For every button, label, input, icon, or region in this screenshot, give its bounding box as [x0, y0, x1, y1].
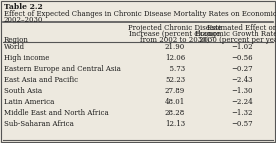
Text: East Asia and Pacific: East Asia and Pacific — [4, 76, 78, 84]
Text: 2030 (percent per year): 2030 (percent per year) — [199, 35, 276, 43]
Text: World: World — [4, 43, 25, 51]
Text: Projected Chronic Disease: Projected Chronic Disease — [128, 23, 222, 31]
Text: Region: Region — [4, 35, 29, 43]
Text: 48.01: 48.01 — [165, 98, 185, 106]
Text: −1.32: −1.32 — [231, 109, 253, 117]
Text: 12.06: 12.06 — [165, 54, 185, 62]
Text: 2002–2030: 2002–2030 — [4, 15, 43, 23]
Text: High income: High income — [4, 54, 49, 62]
Text: −0.27: −0.27 — [231, 65, 253, 73]
Text: 21.90: 21.90 — [165, 43, 185, 51]
Text: 5.73: 5.73 — [165, 65, 185, 73]
Text: −0.57: −0.57 — [231, 120, 253, 128]
Text: 28.28: 28.28 — [165, 109, 185, 117]
Text: 52.23: 52.23 — [165, 76, 185, 84]
Text: −1.02: −1.02 — [231, 43, 253, 51]
Text: from 2002 to 2030): from 2002 to 2030) — [140, 35, 210, 43]
Text: Sub-Saharan Africa: Sub-Saharan Africa — [4, 120, 74, 128]
Text: Increase (percent change: Increase (percent change — [129, 29, 221, 37]
Text: −2.24: −2.24 — [231, 98, 253, 106]
Text: Eastern Europe and Central Asia: Eastern Europe and Central Asia — [4, 65, 121, 73]
Text: Effect of Expected Changes in Chronic Disease Mortality Rates on Economic Growth: Effect of Expected Changes in Chronic Di… — [4, 10, 276, 18]
Text: 12.13: 12.13 — [165, 120, 185, 128]
Text: South Asia: South Asia — [4, 87, 42, 95]
Text: Latin America: Latin America — [4, 98, 54, 106]
Text: −0.56: −0.56 — [231, 54, 253, 62]
Text: −2.43: −2.43 — [231, 76, 253, 84]
Text: Estimated Effect on: Estimated Effect on — [207, 23, 276, 31]
Text: Economic Growth Rates in: Economic Growth Rates in — [195, 29, 276, 37]
Text: Middle East and North Africa: Middle East and North Africa — [4, 109, 109, 117]
Text: 27.89: 27.89 — [165, 87, 185, 95]
Text: −1.30: −1.30 — [231, 87, 253, 95]
Text: Table 2.2: Table 2.2 — [4, 3, 43, 11]
